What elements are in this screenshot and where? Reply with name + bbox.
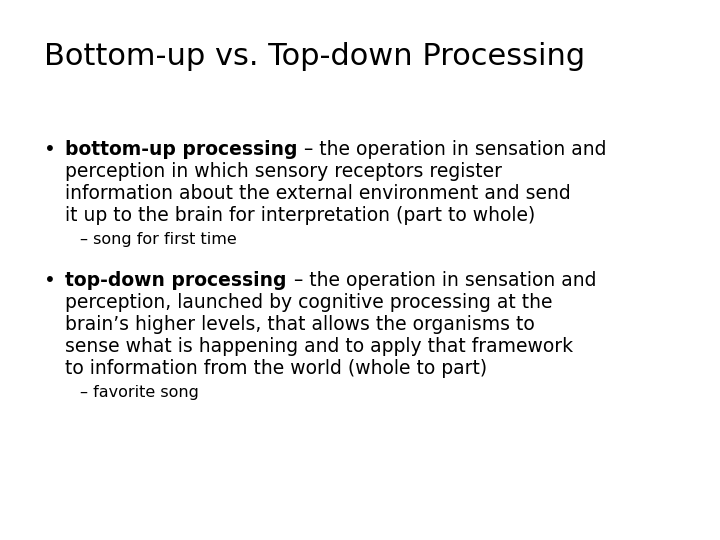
- Text: information about the external environment and send: information about the external environme…: [65, 184, 571, 203]
- Text: •: •: [44, 272, 56, 291]
- Text: top-down processing: top-down processing: [65, 272, 287, 291]
- Text: it up to the brain for interpretation (part to whole): it up to the brain for interpretation (p…: [65, 206, 535, 225]
- Text: sense what is happening and to apply that framework: sense what is happening and to apply tha…: [65, 338, 573, 356]
- Text: to information from the world (whole to part): to information from the world (whole to …: [65, 360, 487, 379]
- Text: perception in which sensory receptors register: perception in which sensory receptors re…: [65, 162, 502, 181]
- Text: perception, launched by cognitive processing at the: perception, launched by cognitive proces…: [65, 294, 552, 313]
- Text: Bottom-up vs. Top-down Processing: Bottom-up vs. Top-down Processing: [44, 42, 585, 71]
- Text: – the operation in sensation and: – the operation in sensation and: [299, 140, 607, 159]
- Text: brain’s higher levels, that allows the organisms to: brain’s higher levels, that allows the o…: [65, 315, 535, 334]
- Text: – favorite song: – favorite song: [80, 386, 199, 401]
- Text: – song for first time: – song for first time: [80, 232, 237, 247]
- Text: bottom-up processing: bottom-up processing: [65, 140, 297, 159]
- Text: •: •: [44, 140, 56, 159]
- Text: – the operation in sensation and: – the operation in sensation and: [287, 272, 596, 291]
